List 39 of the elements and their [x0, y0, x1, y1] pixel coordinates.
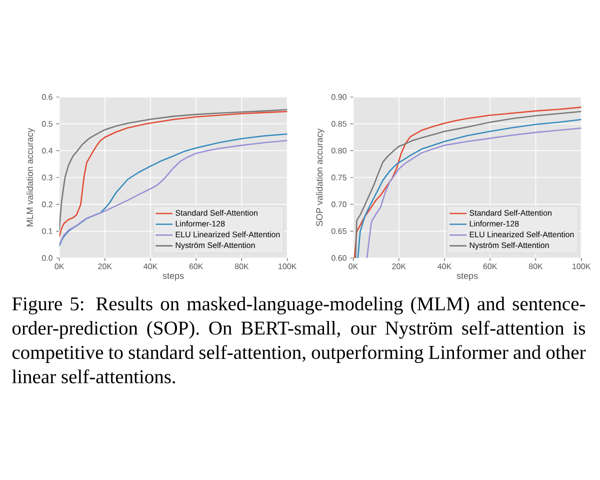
x-tick-label: 60K [483, 264, 498, 270]
x-tick-label: 100K [278, 264, 297, 270]
y-tick-label: 0.75 [332, 174, 346, 180]
x-tick-label: 0K [348, 264, 358, 270]
y-tick-label: 0.90 [332, 94, 346, 100]
legend-label: Linformer-128 [470, 220, 519, 227]
x-tick-label: 80K [234, 264, 249, 270]
x-tick-label: 80K [528, 264, 543, 270]
x-tick-label: 20K [392, 264, 406, 270]
x-axis-title: steps [456, 273, 478, 281]
y-tick-label: 0.85 [332, 120, 346, 127]
y-tick-label: 0.1 [42, 228, 52, 234]
y-tick-label: 0.2 [42, 201, 52, 208]
legend-label: Standard Self-Attention [470, 210, 552, 216]
legend-label: Standard Self-Attention [176, 210, 258, 216]
x-tick-label: 40K [438, 264, 452, 270]
x-tick-label: 0K [54, 264, 64, 270]
y-tick-label: 0.60 [332, 255, 346, 261]
y-tick-label: 0.65 [332, 228, 346, 234]
legend-label: Linformer-128 [176, 220, 225, 227]
y-tick-label: 0.6 [42, 94, 52, 100]
y-tick-label: 0.5 [42, 120, 52, 127]
legend-label: ELU Linearized Self-Attention [470, 231, 574, 238]
caption: Figure 5: Results on masked-language-modeling (MLM) and sentence-order-prediction (SOP). On BERT-small, our Nyström self-attention is competitive to standard self-attention, outperforming Linformer and other linear self-attentions. [12, 296, 586, 384]
x-tick-label: 20K [98, 264, 112, 270]
x-tick-label: 60K [189, 264, 204, 270]
y-tick-label: 0.3 [42, 174, 52, 180]
y-axis-title: SOP validation accuracy [316, 128, 324, 226]
x-axis-title: steps [162, 273, 184, 281]
x-tick-label: 100K [572, 264, 591, 270]
legend-label: ELU Linearized Self-Attention [176, 231, 280, 238]
legend-label: Nyström Self-Attention [176, 242, 255, 250]
y-tick-label: 0.4 [42, 148, 53, 154]
x-tick-label: 40K [144, 264, 158, 270]
legend-label: Nyström Self-Attention [470, 242, 549, 250]
y-tick-label: 0.80 [332, 148, 346, 154]
y-tick-label: 0.0 [42, 255, 52, 261]
y-tick-label: 0.70 [332, 201, 346, 208]
y-axis-title: MLM validation accuracy [26, 128, 35, 226]
